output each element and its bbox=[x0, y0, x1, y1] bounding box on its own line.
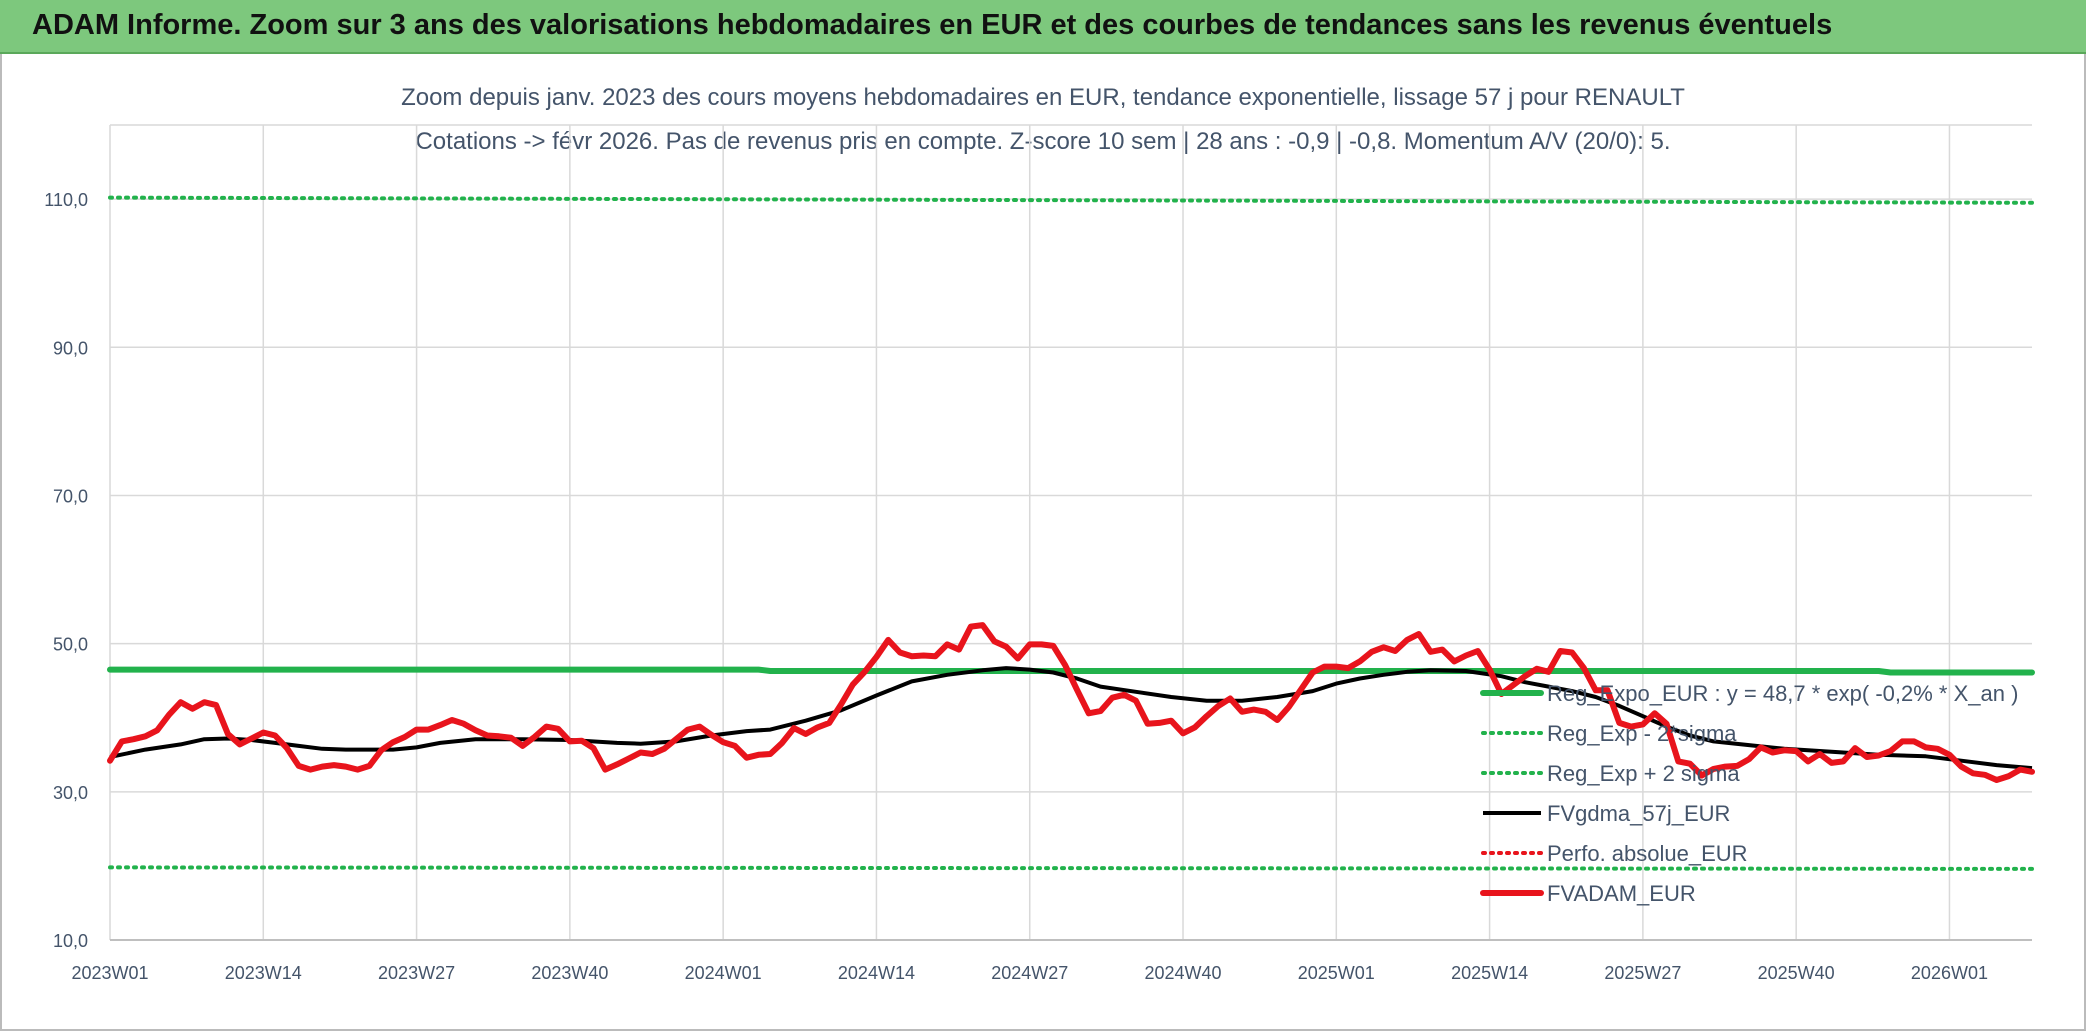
series-line-1 bbox=[108, 865, 2034, 871]
y-tick-label: 110,0 bbox=[44, 190, 88, 210]
series-line-2 bbox=[108, 195, 2034, 205]
legend: Reg_Expo_EUR : y = 48,7 * exp( -0,2% * X… bbox=[1480, 681, 2018, 906]
x-tick-label: 2025W27 bbox=[1604, 963, 1681, 983]
x-tick-label: 2025W40 bbox=[1758, 963, 1835, 983]
legend-label: Reg_Expo_EUR : y = 48,7 * exp( -0,2% * X… bbox=[1547, 681, 2018, 706]
x-tick-label: 2023W27 bbox=[378, 963, 455, 983]
chart-frame bbox=[0, 54, 2086, 1031]
series-line-0 bbox=[107, 666, 2035, 676]
x-tick-label: 2024W01 bbox=[685, 963, 762, 983]
legend-label: Perfo. absolue_EUR bbox=[1547, 841, 1748, 866]
chart-title: Zoom depuis janv. 2023 des cours moyens … bbox=[401, 84, 1685, 111]
x-tick-label: 2024W27 bbox=[991, 963, 1068, 983]
report-banner: ADAM Informe. Zoom sur 3 ans des valoris… bbox=[0, 0, 2086, 54]
x-tick-label: 2025W01 bbox=[1298, 963, 1375, 983]
x-axis: 2023W01 2023W14 2023W27 2023W40 2024W01 2024W… bbox=[71, 939, 2032, 983]
y-tick-label: 70,0 bbox=[53, 486, 88, 506]
y-tick-label: 10,0 bbox=[53, 931, 88, 951]
series-line-3 bbox=[109, 666, 2033, 771]
plot-area bbox=[107, 195, 2035, 871]
legend-label: Reg_Exp + 2 sigma bbox=[1547, 761, 1740, 786]
y-tick-label: 50,0 bbox=[53, 635, 88, 655]
x-tick-label: 2024W40 bbox=[1144, 963, 1221, 983]
x-tick-label: 2023W40 bbox=[531, 963, 608, 983]
y-tick-label: 90,0 bbox=[53, 338, 88, 358]
legend-label: FVgdma_57j_EUR bbox=[1547, 801, 1730, 826]
grid bbox=[109, 124, 2032, 941]
report-title: ADAM Informe. Zoom sur 3 ans des valoris… bbox=[32, 9, 1833, 41]
legend-label: FVADAM_EUR bbox=[1547, 881, 1696, 906]
x-tick-label: 2026W01 bbox=[1911, 963, 1988, 983]
x-tick-label: 2023W01 bbox=[71, 963, 148, 983]
series-line-5 bbox=[107, 622, 2035, 783]
y-tick-label: 30,0 bbox=[53, 783, 88, 803]
x-tick-label: 2023W14 bbox=[225, 963, 302, 983]
chart-subtitle: Cotations -> févr 2026. Pas de revenus p… bbox=[415, 128, 1671, 155]
legend-label: Reg_Exp - 2*sigma bbox=[1547, 721, 1737, 746]
x-tick-label: 2025W14 bbox=[1451, 963, 1528, 983]
y-axis: 10,0 30,0 50,0 70,0 90,0 110,0 bbox=[44, 190, 88, 951]
x-tick-label: 2024W14 bbox=[838, 963, 915, 983]
